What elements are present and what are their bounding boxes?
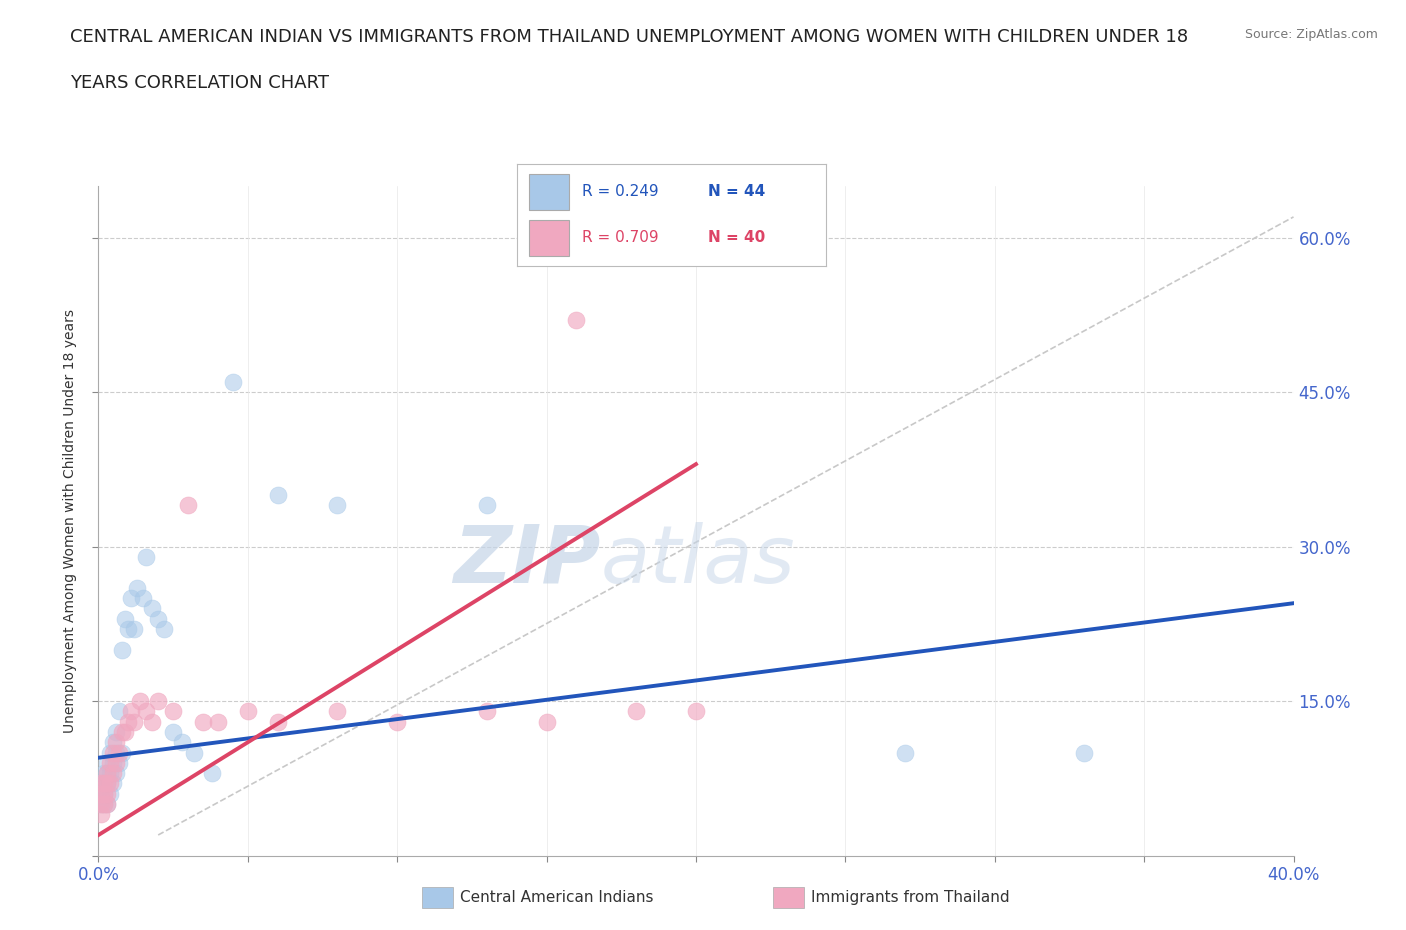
Text: ZIP: ZIP xyxy=(453,522,600,600)
Point xyxy=(108,755,131,770)
Point xyxy=(132,591,155,605)
Point xyxy=(124,621,146,636)
Point xyxy=(96,765,118,780)
Point xyxy=(626,704,648,719)
Point xyxy=(108,745,131,760)
Y-axis label: Unemployment Among Women with Children Under 18 years: Unemployment Among Women with Children U… xyxy=(63,309,77,733)
Point xyxy=(685,704,707,719)
Point xyxy=(141,601,163,616)
Point xyxy=(565,312,588,327)
Point xyxy=(267,487,290,502)
Point xyxy=(148,694,170,709)
Point xyxy=(100,765,122,780)
Point xyxy=(96,787,118,802)
Point xyxy=(105,724,128,739)
Point xyxy=(105,755,128,770)
Point xyxy=(135,704,157,719)
Point xyxy=(148,611,170,626)
Point xyxy=(120,704,142,719)
Point xyxy=(105,735,128,750)
Point xyxy=(326,704,349,719)
Point xyxy=(267,714,290,729)
Point xyxy=(894,745,917,760)
Text: R = 0.709: R = 0.709 xyxy=(582,231,658,246)
Point xyxy=(183,745,205,760)
Point xyxy=(93,776,115,790)
Point xyxy=(141,714,163,729)
Point xyxy=(177,498,200,512)
Point xyxy=(90,776,112,790)
Point xyxy=(93,797,115,812)
Point xyxy=(108,704,131,719)
Point xyxy=(236,704,259,719)
Text: YEARS CORRELATION CHART: YEARS CORRELATION CHART xyxy=(70,74,329,92)
Point xyxy=(100,755,122,770)
Point xyxy=(100,745,122,760)
FancyBboxPatch shape xyxy=(529,220,569,256)
Point xyxy=(96,755,118,770)
Point xyxy=(135,550,157,565)
Point xyxy=(117,714,139,729)
Point xyxy=(105,745,128,760)
Point xyxy=(93,765,115,780)
Point xyxy=(114,611,136,626)
Point xyxy=(96,797,118,812)
Point xyxy=(90,797,112,812)
Point xyxy=(103,776,125,790)
Point xyxy=(536,714,558,729)
Point xyxy=(96,765,118,780)
Point xyxy=(1073,745,1095,760)
Point xyxy=(93,776,115,790)
Point xyxy=(90,807,112,822)
Point xyxy=(105,765,128,780)
Point xyxy=(201,765,224,780)
Point xyxy=(103,735,125,750)
Text: Source: ZipAtlas.com: Source: ZipAtlas.com xyxy=(1244,28,1378,41)
Point xyxy=(111,642,134,657)
Point xyxy=(129,694,152,709)
Point xyxy=(93,797,115,812)
Text: N = 44: N = 44 xyxy=(709,184,766,199)
Point xyxy=(162,724,184,739)
Point xyxy=(100,776,122,790)
Point xyxy=(124,714,146,729)
Point xyxy=(114,724,136,739)
Point xyxy=(111,745,134,760)
Point xyxy=(96,797,118,812)
Text: N = 40: N = 40 xyxy=(709,231,766,246)
Point xyxy=(100,787,122,802)
Point xyxy=(93,787,115,802)
Point xyxy=(90,787,112,802)
Point xyxy=(103,765,125,780)
Point xyxy=(172,735,194,750)
Text: Immigrants from Thailand: Immigrants from Thailand xyxy=(811,890,1010,905)
Point xyxy=(153,621,176,636)
Point xyxy=(120,591,142,605)
Text: Central American Indians: Central American Indians xyxy=(460,890,654,905)
Point xyxy=(103,755,125,770)
Text: R = 0.249: R = 0.249 xyxy=(582,184,658,199)
Point xyxy=(93,787,115,802)
Point xyxy=(222,374,245,389)
Point xyxy=(326,498,349,512)
Point xyxy=(162,704,184,719)
Point xyxy=(475,704,498,719)
Point xyxy=(207,714,229,729)
FancyBboxPatch shape xyxy=(529,174,569,210)
Point xyxy=(385,714,409,729)
Text: atlas: atlas xyxy=(600,522,796,600)
Point xyxy=(191,714,214,729)
Point xyxy=(90,787,112,802)
Point xyxy=(96,776,118,790)
Text: CENTRAL AMERICAN INDIAN VS IMMIGRANTS FROM THAILAND UNEMPLOYMENT AMONG WOMEN WIT: CENTRAL AMERICAN INDIAN VS IMMIGRANTS FR… xyxy=(70,28,1188,46)
Point xyxy=(90,797,112,812)
Point xyxy=(96,776,118,790)
Point xyxy=(475,498,498,512)
Point xyxy=(117,621,139,636)
Point xyxy=(127,580,149,595)
Point xyxy=(103,745,125,760)
Point xyxy=(111,724,134,739)
Point xyxy=(90,776,112,790)
